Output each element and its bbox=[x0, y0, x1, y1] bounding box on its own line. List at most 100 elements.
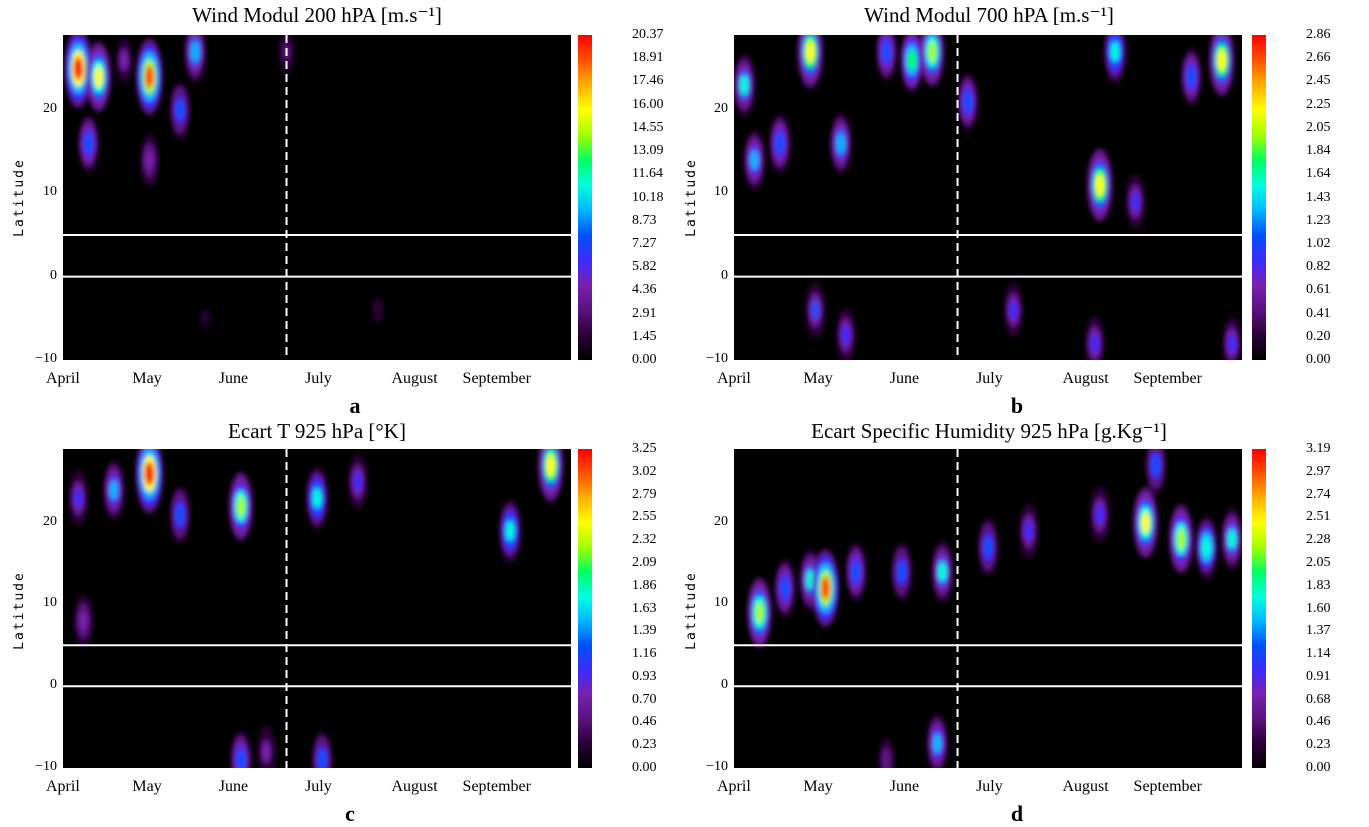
heatmap-cell bbox=[927, 40, 937, 63]
colorbar bbox=[1252, 449, 1266, 768]
y-axis-label: Latitude bbox=[683, 571, 699, 650]
colorbar-tick-label: 2.05 bbox=[1306, 554, 1331, 570]
colorbar-tick-label: 1.23 bbox=[1306, 212, 1331, 228]
x-tick-label: August bbox=[1062, 370, 1109, 387]
heatmap-cell bbox=[820, 576, 831, 600]
colorbar-tick-label: 1.39 bbox=[632, 623, 657, 639]
colorbar-tick-label: 2.79 bbox=[632, 486, 657, 502]
heatmap-cell bbox=[353, 472, 362, 491]
x-tick-label: July bbox=[976, 370, 1003, 387]
panel-a: Wind Modul 200 hPA [m.s⁻¹] Latitude a 20… bbox=[0, 0, 684, 418]
heatmap-cell bbox=[144, 461, 154, 486]
heatmap-cell bbox=[312, 487, 322, 509]
heatmap-cell bbox=[882, 751, 890, 768]
colorbar-tick-label: 0.46 bbox=[1306, 714, 1331, 730]
heatmap-cell bbox=[963, 92, 972, 112]
heatmap-cell bbox=[1009, 300, 1018, 320]
heatmap-cell bbox=[1131, 192, 1140, 211]
heatmap-svg bbox=[734, 449, 1242, 768]
colorbar-tick-label: 7.27 bbox=[632, 235, 657, 251]
heatmap-cell bbox=[262, 742, 270, 761]
heatmap-cell bbox=[1217, 48, 1227, 72]
x-tick-label: August bbox=[391, 778, 438, 795]
heatmap-cell bbox=[933, 733, 942, 754]
colorbar-tick-label: 11.64 bbox=[632, 166, 663, 182]
heatmap-cell bbox=[938, 561, 947, 582]
colorbar bbox=[1252, 35, 1266, 360]
heatmap-cell bbox=[1095, 173, 1105, 197]
panel-title: Ecart T 925 hPa [°K] bbox=[228, 419, 406, 443]
colorbar-tick-label: 2.55 bbox=[632, 509, 657, 525]
colorbar-tick-label: 13.09 bbox=[632, 143, 664, 159]
y-tick-label: −10 bbox=[706, 759, 728, 774]
heatmap-cell bbox=[750, 150, 759, 170]
colorbar-tick-label: 4.36 bbox=[632, 282, 657, 298]
colorbar-tick-label: 0.00 bbox=[632, 352, 657, 367]
heatmap-cell bbox=[318, 750, 326, 768]
y-tick-label: −10 bbox=[35, 759, 57, 774]
panel-label: b bbox=[1010, 393, 1024, 418]
y-tick-label: −10 bbox=[706, 351, 728, 366]
heatmap-cell bbox=[1151, 455, 1160, 475]
heatmap-plot bbox=[63, 35, 571, 360]
y-tick-label: 20 bbox=[43, 101, 57, 116]
y-tick-label: 20 bbox=[43, 513, 57, 529]
x-tick-label: June bbox=[218, 370, 249, 387]
x-tick-label: August bbox=[1062, 778, 1109, 795]
colorbar-tick-label: 0.82 bbox=[1306, 259, 1331, 275]
heatmap-cell bbox=[1227, 529, 1236, 549]
heatmap-cell bbox=[897, 562, 906, 582]
x-tick-label: May bbox=[132, 778, 162, 795]
panel-d: Ecart Specific Humidity 925 hPa [g.Kg⁻¹]… bbox=[672, 413, 1356, 826]
heatmap-cell bbox=[84, 133, 93, 153]
colorbar-tick-label: 2.86 bbox=[1306, 27, 1331, 42]
panel-title: Wind Modul 700 hPA [m.s⁻¹] bbox=[864, 3, 1114, 27]
colorbar-tick-label: 2.45 bbox=[1306, 73, 1331, 89]
colorbar-tick-label: 1.84 bbox=[1306, 143, 1331, 159]
y-tick-label: −10 bbox=[35, 351, 57, 366]
x-tick-label: September bbox=[462, 370, 531, 387]
heatmap-cell bbox=[79, 611, 87, 630]
heatmap-cell bbox=[1095, 505, 1104, 524]
colorbar-tick-label: 2.25 bbox=[1306, 96, 1331, 112]
y-tick-label: 0 bbox=[50, 677, 57, 693]
heatmap-cell bbox=[1187, 67, 1196, 87]
heatmap-plot bbox=[734, 35, 1242, 360]
colorbar-tick-label: 2.66 bbox=[1306, 50, 1331, 66]
heatmap-cell bbox=[94, 65, 103, 88]
colorbar-tick-label: 20.37 bbox=[632, 27, 664, 42]
colorbar-tick-label: 1.43 bbox=[1306, 189, 1331, 205]
colorbar-tick-label: 10.18 bbox=[632, 189, 664, 205]
heatmap-cell bbox=[191, 41, 200, 62]
heatmap-cell bbox=[740, 74, 749, 96]
colorbar-tick-label: 2.09 bbox=[632, 554, 657, 570]
y-axis-label: Latitude bbox=[11, 158, 27, 237]
colorbar-tick-label: 0.68 bbox=[1306, 691, 1331, 707]
colorbar-tick-label: 3.02 bbox=[632, 463, 657, 479]
colorbar-tick-label: 0.41 bbox=[1306, 305, 1331, 321]
heatmap-cell bbox=[852, 562, 860, 582]
heatmap-cell bbox=[73, 56, 83, 81]
x-tick-label: July bbox=[976, 778, 1003, 795]
heatmap-cell bbox=[780, 578, 789, 598]
x-tick-label: May bbox=[803, 778, 833, 795]
heatmap-svg bbox=[63, 449, 571, 768]
colorbar-tick-label: 0.23 bbox=[632, 737, 657, 753]
heatmap-cell bbox=[374, 301, 382, 319]
colorbar-tick-label: 0.61 bbox=[1306, 282, 1331, 298]
colorbar-tick-label: 0.46 bbox=[632, 714, 657, 730]
heatmap-cell bbox=[236, 495, 246, 517]
colorbar-tick-label: 0.23 bbox=[1306, 737, 1331, 753]
x-tick-label: April bbox=[46, 778, 80, 795]
colorbar-tick-label: 1.60 bbox=[1306, 600, 1331, 616]
colorbar-tick-label: 2.51 bbox=[1306, 509, 1331, 525]
colorbar-tick-label: 18.91 bbox=[632, 50, 664, 66]
colorbar bbox=[578, 35, 592, 360]
colorbar-tick-label: 3.19 bbox=[1306, 441, 1331, 456]
y-tick-label: 20 bbox=[714, 101, 728, 116]
heatmap-cell bbox=[775, 133, 784, 153]
heatmap-cell bbox=[176, 505, 184, 524]
x-tick-label: April bbox=[717, 778, 751, 795]
colorbar-tick-label: 1.02 bbox=[1306, 235, 1331, 251]
heatmap-cell bbox=[836, 133, 845, 154]
